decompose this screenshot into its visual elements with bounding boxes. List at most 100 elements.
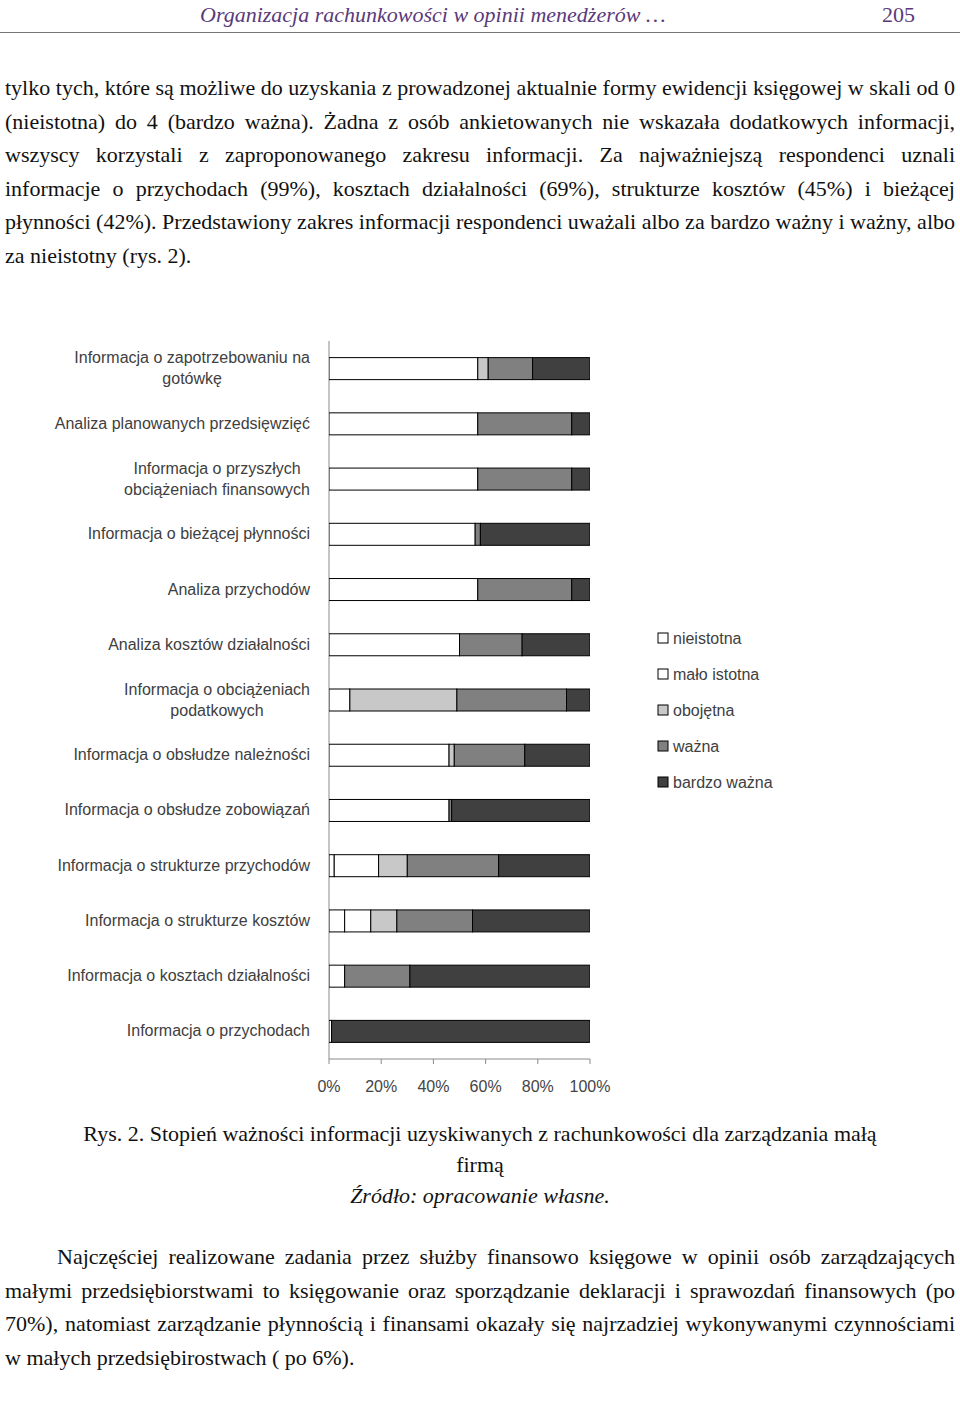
category-label: Analiza przychodów (168, 581, 311, 598)
legend-swatch (658, 669, 668, 679)
x-tick-label: 60% (470, 1078, 502, 1095)
bar-segment (454, 744, 524, 766)
bar-segment (329, 634, 460, 656)
bar-segment (371, 910, 397, 932)
header-rule (0, 32, 960, 33)
chart: 0% 20% 40% 60% 80% 100% Informacja o zapotrzeb… (0, 0, 960, 1110)
bar-segment (329, 413, 478, 435)
bar-segment (329, 523, 475, 545)
bar-segment (329, 358, 478, 380)
x-tick-label: 0% (317, 1078, 340, 1095)
label-line: Informacja o obsłudze zobowiązań (65, 801, 310, 818)
label-line: Analiza przychodów (168, 581, 311, 598)
legend-label: nieistotna (673, 630, 742, 647)
legend-label: mało istotna (673, 666, 759, 683)
bar-segment (449, 744, 454, 766)
bar-segment (572, 413, 590, 435)
bar-segment (350, 689, 457, 711)
running-header: Organizacja rachunkowości w opinii mened… (200, 2, 665, 28)
x-tick (433, 1059, 434, 1064)
bar-segment (533, 358, 590, 380)
bar-segment (329, 965, 345, 987)
bar-segment (567, 689, 590, 711)
category-label: Analiza kosztów działalności (108, 636, 310, 653)
bar-segment (329, 744, 449, 766)
category-label: Informacja o zapotrzebowaniu na gotówkę (74, 349, 310, 387)
bar-segment (345, 910, 371, 932)
bar-segment (475, 523, 480, 545)
category-label: Informacja o obsłudze należności (73, 746, 310, 763)
bar-segment (572, 579, 590, 601)
bar-segment (522, 634, 590, 656)
label-line: Informacja o strukturze kosztów (85, 912, 310, 929)
category-label: Informacja o strukturze kosztów (85, 912, 310, 929)
bar-segment (478, 468, 572, 490)
legend-label: bardzo ważna (673, 774, 773, 791)
x-axis-line (329, 1059, 590, 1060)
paragraph: Najczęściej realizowane zadania przez sł… (5, 1240, 955, 1374)
category-label: Informacja o obciążeniach podatkowych (124, 681, 310, 719)
paragraph: tylko tych, które są możliwe do uzyskani… (5, 71, 955, 272)
label-line: podatkowych (170, 702, 263, 719)
bar-segment (478, 579, 572, 601)
x-tick (485, 1059, 486, 1064)
bar-segment (525, 744, 590, 766)
x-tick-label: 80% (522, 1078, 554, 1095)
bar-segment (329, 689, 350, 711)
label-line: Informacja o zapotrzebowaniu na (74, 349, 310, 366)
bar-segment (410, 965, 590, 987)
x-tick-label: 20% (365, 1078, 397, 1095)
bar-segment (452, 799, 590, 821)
label-line: gotówkę (162, 370, 222, 387)
bar-segment (572, 468, 590, 490)
x-tick-label: 40% (417, 1078, 449, 1095)
bar-segment (397, 910, 473, 932)
category-label: Informacja o bieżącej płynności (88, 525, 310, 542)
category-label: Informacja o przyszłych obciążeniach fina… (124, 460, 310, 498)
legend-label: ważna (672, 738, 719, 755)
x-tick (537, 1059, 538, 1064)
caption-text: Stopień ważności informacji uzyskiwanych… (150, 1121, 877, 1177)
caption-label: Rys. 2. (83, 1121, 144, 1146)
bar-segment (329, 910, 345, 932)
bars (329, 358, 590, 1043)
x-tick (329, 1059, 330, 1064)
label-line: Analiza kosztów działalności (108, 636, 310, 653)
category-label: Analiza planowanych przedsięwzięć (55, 415, 310, 432)
label-line: Informacja o przyszłych (133, 460, 300, 477)
legend-swatch (658, 705, 668, 715)
figure-caption: Rys. 2. Stopień ważności informacji uzys… (60, 1118, 900, 1211)
bar-segment (478, 358, 488, 380)
category-label: Informacja o przychodach (127, 1022, 310, 1039)
bar-segment (334, 855, 378, 877)
label-line: Informacja o kosztach działalności (67, 967, 310, 984)
label-line: Informacja o strukturze przychodów (57, 857, 310, 874)
label-line: Informacja o bieżącej płynności (88, 525, 310, 542)
label-line: obciążeniach finansowych (124, 481, 310, 498)
x-tick (381, 1059, 382, 1064)
bar-segment (457, 689, 567, 711)
page-number: 205 (882, 2, 915, 28)
bar-segment (407, 855, 498, 877)
bar-segment (480, 523, 590, 545)
category-label: Informacja o obsłudze zobowiązań (65, 801, 310, 818)
bar-segment (329, 579, 478, 601)
bar-segment (329, 468, 478, 490)
bar-segment (478, 413, 572, 435)
bar-segment (379, 855, 408, 877)
bar-segment (473, 910, 590, 932)
label-line: Informacja o przychodach (127, 1022, 310, 1039)
x-tick-label: 100% (570, 1078, 611, 1095)
category-label: Informacja o strukturze przychodów (57, 857, 310, 874)
bar-segment (499, 855, 590, 877)
label-line: Informacja o obciążeniach (124, 681, 310, 698)
bar-segment (345, 965, 410, 987)
label-line: Informacja o obsłudze należności (73, 746, 310, 763)
bar-segment (329, 855, 334, 877)
x-tick (590, 1059, 591, 1064)
label-line: Analiza planowanych przedsięwzięć (55, 415, 310, 432)
category-label: Informacja o kosztach działalności (67, 967, 310, 984)
legend-label: obojętna (673, 702, 734, 719)
caption-source: Źródło: opracowanie własne. (60, 1180, 900, 1211)
bar-segment (329, 799, 449, 821)
